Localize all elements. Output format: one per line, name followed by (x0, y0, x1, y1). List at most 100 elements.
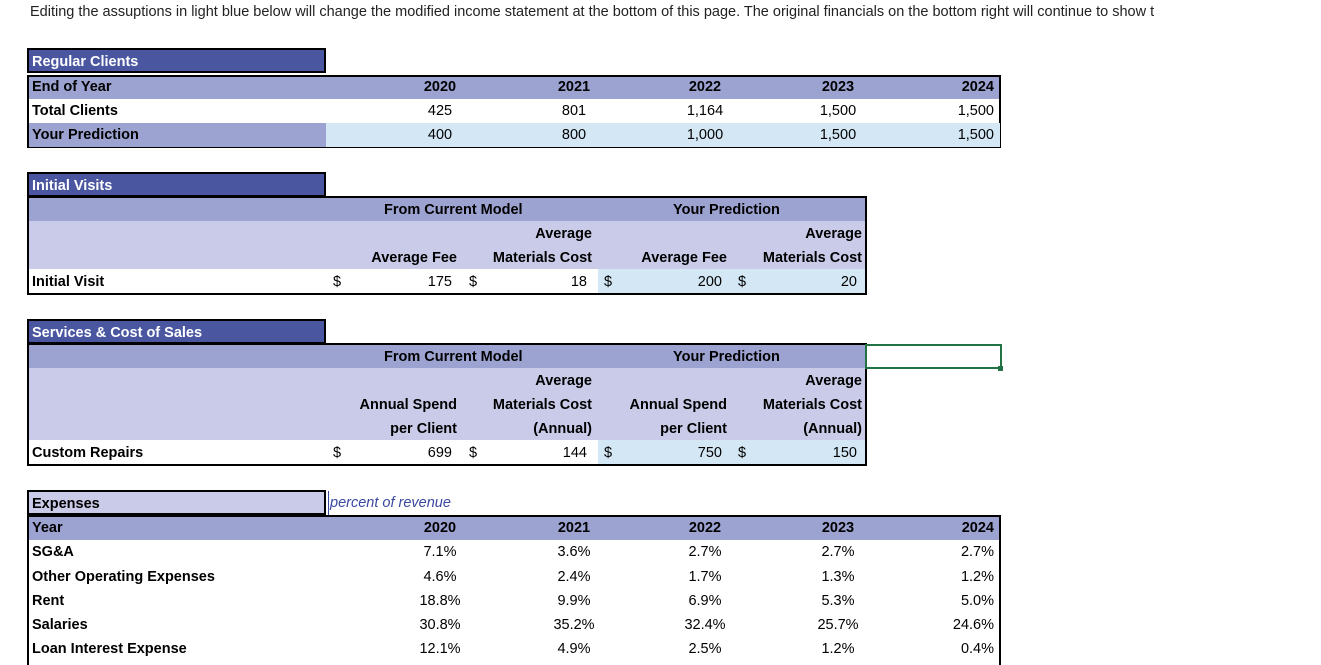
svc-per-client-label-1: per Client (390, 421, 457, 437)
expense-value[interactable]: 12.1% (419, 641, 461, 657)
year-2022: 2022 (688, 79, 722, 95)
year-2021: 2021 (557, 79, 591, 95)
iv-average-label-2: Average (805, 226, 862, 242)
selected-cell[interactable] (865, 344, 1002, 369)
services-table (27, 343, 867, 466)
expense-value[interactable]: 2.7% (688, 544, 722, 560)
svc-dollar-1: $ (333, 445, 342, 461)
expense-value[interactable]: 2.4% (557, 569, 591, 585)
svc-pred-spend-value[interactable]: 750 (697, 445, 722, 461)
iv-dollar-3: $ (604, 274, 613, 290)
expense-value[interactable]: 6.9% (688, 593, 722, 609)
iv-your-prediction-label: Your Prediction (673, 202, 780, 218)
fill-handle[interactable] (998, 366, 1003, 371)
svc-dollar-4: $ (738, 445, 747, 461)
expense-value[interactable]: 18.8% (419, 593, 461, 609)
iv-dollar-4: $ (738, 274, 747, 290)
svc-current-model-label: From Current Model (384, 349, 523, 365)
expense-label-other-operating: Other Operating Expenses (32, 569, 215, 585)
svc-annual-label-2: (Annual) (803, 421, 862, 437)
total-clients-label: Total Clients (32, 103, 118, 119)
expense-value[interactable]: 24.6% (952, 617, 994, 633)
iv-average-fee-label-1: Average Fee (371, 250, 457, 266)
prediction-2020[interactable]: 400 (427, 127, 453, 143)
total-clients-2023[interactable]: 1,500 (819, 103, 857, 119)
expense-label-rent: Rent (32, 593, 65, 609)
instructions-note: Editing the assuptions in light blue bel… (30, 4, 1155, 20)
prediction-2021[interactable]: 800 (561, 127, 587, 143)
svc-materials-cost-label-2: Materials Cost (762, 397, 862, 413)
total-clients-2021[interactable]: 801 (561, 103, 587, 119)
svc-annual-label-1: (Annual) (533, 421, 592, 437)
svc-pred-cost-value[interactable]: 150 (832, 445, 857, 461)
expenses-year-label: Year (32, 520, 63, 536)
expense-value[interactable]: 4.6% (423, 569, 457, 585)
expense-value[interactable]: 4.9% (557, 641, 591, 657)
regular-clients-year-band (27, 75, 1000, 99)
custom-repairs-label: Custom Repairs (32, 445, 144, 461)
expense-value[interactable]: 32.4% (684, 617, 726, 633)
expense-value[interactable]: 1.7% (688, 569, 722, 585)
expense-value[interactable]: 0.4% (960, 641, 994, 657)
expense-value[interactable]: 5.3% (821, 593, 855, 609)
iv-pred-cost-value[interactable]: 20 (840, 274, 857, 290)
regular-clients-prediction-band (326, 123, 1000, 147)
svc-dollar-2: $ (469, 445, 478, 461)
exp-year-2023: 2023 (821, 520, 855, 536)
expense-value[interactable]: 2.7% (960, 544, 994, 560)
expense-value[interactable]: 5.0% (960, 593, 994, 609)
year-2023: 2023 (821, 79, 855, 95)
prediction-2022[interactable]: 1,000 (686, 127, 724, 143)
exp-year-2021: 2021 (557, 520, 591, 536)
total-clients-2020[interactable]: 425 (427, 103, 453, 119)
svc-per-client-label-2: per Client (660, 421, 727, 437)
initial-visit-label: Initial Visit (32, 274, 105, 290)
services-header[interactable]: Services & Cost of Sales (27, 319, 326, 344)
svc-cost-value[interactable]: 144 (562, 445, 587, 461)
percent-of-revenue-note: percent of revenue (328, 491, 451, 515)
your-prediction-label: Your Prediction (32, 127, 139, 143)
expense-value[interactable]: 25.7% (817, 617, 859, 633)
initial-visits-table (27, 196, 867, 295)
exp-year-2020: 2020 (423, 520, 457, 536)
expenses-header[interactable]: Expenses (27, 490, 326, 515)
initial-visits-subheader-band (29, 221, 865, 269)
iv-cost-value[interactable]: 18 (570, 274, 587, 290)
regular-clients-table (27, 75, 1001, 148)
regular-clients-header[interactable]: Regular Clients (27, 48, 326, 73)
expense-value[interactable]: 2.7% (821, 544, 855, 560)
iv-average-label-1: Average (535, 226, 592, 242)
total-clients-2022[interactable]: 1,164 (686, 103, 724, 119)
expense-value[interactable]: 2.5% (688, 641, 722, 657)
svc-spend-value[interactable]: 699 (427, 445, 452, 461)
expense-value[interactable]: 7.1% (423, 544, 457, 560)
svc-annual-spend-label-1: Annual Spend (359, 397, 457, 413)
expense-value[interactable]: 30.8% (419, 617, 461, 633)
expense-label-sga: SG&A (32, 544, 74, 560)
expense-value[interactable]: 9.9% (557, 593, 591, 609)
iv-average-fee-label-2: Average Fee (641, 250, 727, 266)
expense-value[interactable]: 3.6% (557, 544, 591, 560)
initial-visits-header[interactable]: Initial Visits (27, 172, 326, 197)
prediction-2023[interactable]: 1,500 (819, 127, 857, 143)
services-model-band (29, 344, 865, 368)
expense-value[interactable]: 1.2% (960, 569, 994, 585)
total-clients-2024[interactable]: 1,500 (957, 103, 994, 119)
iv-current-model-label: From Current Model (384, 202, 523, 218)
year-2024: 2024 (961, 79, 994, 95)
expense-label-loan-interest: Loan Interest Expense (32, 641, 187, 657)
expense-value[interactable]: 1.2% (821, 641, 855, 657)
expenses-table (27, 515, 1001, 665)
iv-fee-value[interactable]: 175 (427, 274, 452, 290)
services-prediction-band (598, 440, 865, 464)
expense-value[interactable]: 1.3% (821, 569, 855, 585)
svc-average-label-1: Average (535, 373, 592, 389)
expense-value[interactable]: 35.2% (553, 617, 595, 633)
exp-year-2024: 2024 (961, 520, 994, 536)
iv-pred-fee-value[interactable]: 200 (697, 274, 722, 290)
prediction-2024[interactable]: 1,500 (957, 127, 994, 143)
iv-materials-cost-label-1: Materials Cost (492, 250, 592, 266)
iv-dollar-1: $ (333, 274, 342, 290)
svc-annual-spend-label-2: Annual Spend (629, 397, 727, 413)
svc-your-prediction-label: Your Prediction (673, 349, 780, 365)
